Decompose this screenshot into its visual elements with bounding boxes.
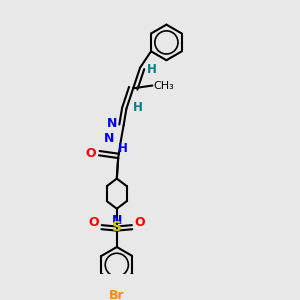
Text: N: N <box>112 214 122 226</box>
Text: H: H <box>147 63 157 76</box>
Text: Br: Br <box>109 290 124 300</box>
Text: CH₃: CH₃ <box>154 80 175 91</box>
Text: N: N <box>106 117 117 130</box>
Text: H: H <box>132 101 142 114</box>
Text: O: O <box>135 216 145 230</box>
Text: H: H <box>118 142 128 155</box>
Text: O: O <box>88 216 99 230</box>
Text: O: O <box>85 147 96 160</box>
Text: S: S <box>112 220 122 233</box>
Text: N: N <box>104 132 114 146</box>
